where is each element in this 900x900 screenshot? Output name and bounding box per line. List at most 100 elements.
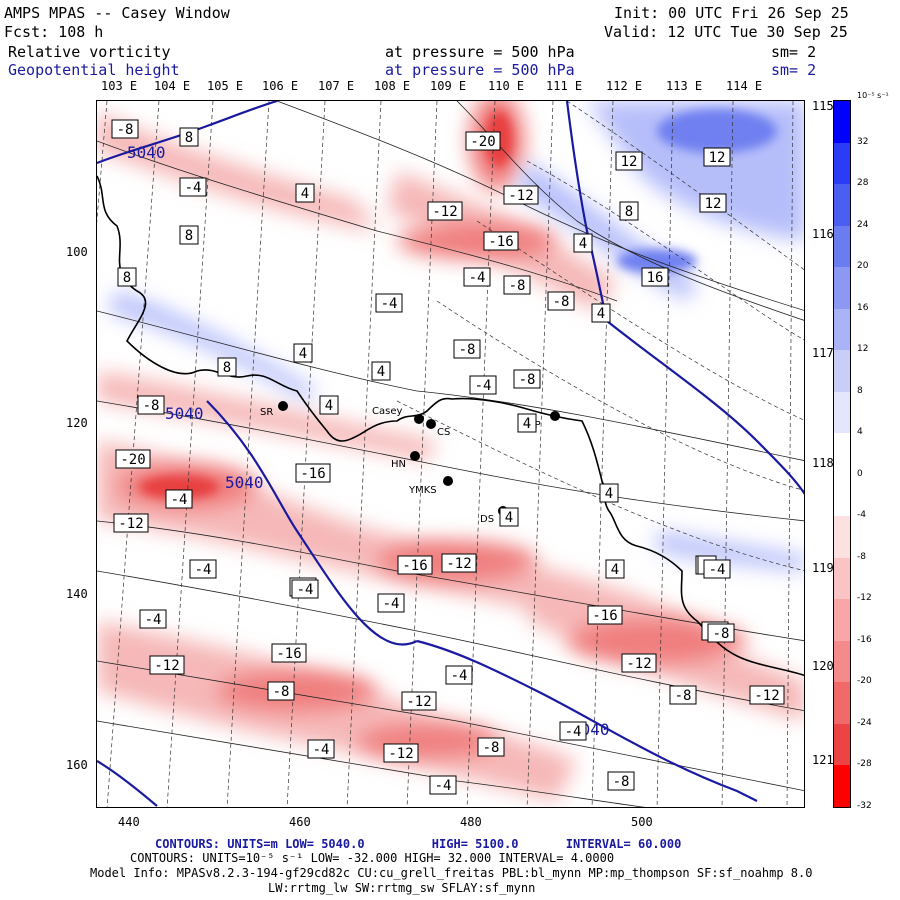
station-label-ymks: YMKS: [408, 485, 437, 496]
vorticity-label: -8: [503, 275, 531, 295]
colorbar-segment: [834, 184, 850, 227]
vorticity-label-text: -4: [383, 596, 400, 612]
colorbar-segment: [834, 350, 850, 393]
vorticity-label-text: 4: [605, 486, 613, 502]
lon-label: 110 E: [488, 79, 525, 93]
field1-level: at pressure = 500 hPa: [385, 43, 575, 61]
lon-label: 113 E: [666, 79, 703, 93]
vorticity-label: 4: [605, 559, 625, 579]
lon-label: 109 E: [430, 79, 467, 93]
vorticity-label: 4: [293, 343, 313, 363]
x-tick-label: 480: [460, 815, 482, 829]
colorbar-label: 16: [857, 302, 869, 313]
vorticity-label-text: 4: [523, 416, 531, 432]
vorticity-label-text: 4: [611, 562, 619, 578]
height-contours: [97, 101, 804, 807]
vorticity-label: 4: [371, 361, 391, 381]
vorticity-label: 4: [319, 395, 339, 415]
station-marker-hn[interactable]: [410, 451, 420, 461]
vorticity-label-text: -4: [469, 270, 486, 286]
vorticity-label-text: -16: [592, 608, 617, 624]
vorticity-label-text: 12: [709, 150, 726, 166]
vorticity-label: -20: [115, 449, 151, 469]
init-time: Init: 00 UTC Fri 26 Sep 25: [614, 4, 849, 22]
lon-label: 112 E: [606, 79, 643, 93]
vorticity-label: -12: [621, 653, 657, 673]
station-marker-casey[interactable]: [414, 414, 424, 424]
colorbar-label: -12: [857, 593, 872, 604]
field1-smoothing: sm= 2: [771, 43, 817, 61]
colorbar-label: 24: [857, 219, 869, 230]
contour-info-height: CONTOURS: UNITS=m LOW= 5040.0 HIGH= 5100…: [155, 838, 681, 850]
vorticity-label-text: 8: [223, 360, 231, 376]
vorticity-label-text: -4: [451, 668, 468, 684]
height-label: 5040: [165, 404, 204, 423]
vorticity-label: -4: [189, 559, 217, 579]
vorticity-label-text: -8: [553, 294, 570, 310]
height-label: 5040: [225, 473, 264, 492]
lon-label: 105 E: [207, 79, 244, 93]
vorticity-label: -12: [427, 201, 463, 221]
vorticity-label: -4: [703, 559, 731, 579]
vorticity-label-text: 8: [185, 228, 193, 244]
vorticity-label: -4: [291, 579, 319, 599]
vorticity-label-text: -8: [459, 342, 476, 358]
vorticity-label-text: -12: [754, 688, 779, 704]
field2-name: Geopotential height: [8, 61, 180, 79]
colorbar-segment: [834, 516, 850, 559]
colorbar-segment: [834, 765, 850, 808]
y-tick-label: 100: [66, 245, 88, 259]
colorbar-segment: [834, 474, 850, 517]
field1-name: Relative vorticity: [8, 43, 171, 61]
vorticity-label: 4: [517, 413, 537, 433]
vorticity-label-text: -8: [143, 398, 160, 414]
footer-contours-label: CONTOURS:: [155, 837, 221, 851]
map-panel[interactable]: SR Casey CS HN YMKS DS LP 5040 5040 5040…: [96, 100, 805, 808]
station-marker-lp[interactable]: [550, 411, 560, 421]
height-label: 5040: [127, 143, 166, 162]
lon-label: 107 E: [318, 79, 355, 93]
vorticity-label-text: -8: [675, 688, 692, 704]
vorticity-label-text: -8: [117, 122, 134, 138]
footer-interval: INTERVAL= 60.000: [565, 837, 682, 851]
vorticity-label: -12: [749, 685, 785, 705]
vorticity-label: -8: [477, 737, 505, 757]
y-tick-label: 120: [66, 416, 88, 430]
vorticity-label-text: 4: [579, 236, 587, 252]
vorticity-label-text: -12: [118, 516, 143, 532]
colorbar-label: 4: [857, 427, 863, 438]
vorticity-label: 4: [499, 507, 519, 527]
station-marker-sr[interactable]: [278, 401, 288, 411]
station-markers: [278, 401, 560, 516]
vorticity-label: -20: [465, 131, 501, 151]
station-marker-ymks[interactable]: [443, 476, 453, 486]
lon-label: 106 E: [262, 79, 299, 93]
lon-label: 103 E: [101, 79, 138, 93]
vorticity-label: 8: [179, 127, 199, 147]
colorbar: [833, 100, 851, 808]
vorticity-label: 4: [295, 183, 315, 203]
vorticity-label: -12: [383, 743, 419, 763]
vorticity-label: -16: [587, 605, 623, 625]
colorbar-segment: [834, 433, 850, 476]
vorticity-label-text: -4: [709, 562, 726, 578]
vorticity-label: 12: [703, 147, 731, 167]
vorticity-label-text: 16: [647, 270, 664, 286]
field2-level: at pressure = 500 hPa: [385, 61, 575, 79]
colorbar-label: 20: [857, 261, 869, 272]
footer-high: HIGH= 5100.0: [431, 837, 519, 851]
station-marker-cs[interactable]: [426, 419, 436, 429]
vorticity-label-text: -12: [406, 694, 431, 710]
colorbar-segment: [834, 682, 850, 725]
colorbar-segment: [834, 640, 850, 683]
vorticity-label-text: -12: [508, 188, 533, 204]
y-tick-label: 160: [66, 758, 88, 772]
vorticity-label: 12: [699, 193, 727, 213]
vorticity-label-text: -8: [613, 774, 630, 790]
vorticity-label-text: -16: [276, 646, 301, 662]
vorticity-label-text: 4: [597, 306, 605, 322]
vorticity-label-text: 12: [621, 154, 638, 170]
vorticity-label: -8: [669, 685, 697, 705]
footer-units: UNITS=m: [227, 837, 278, 851]
x-tick-label: 460: [289, 815, 311, 829]
